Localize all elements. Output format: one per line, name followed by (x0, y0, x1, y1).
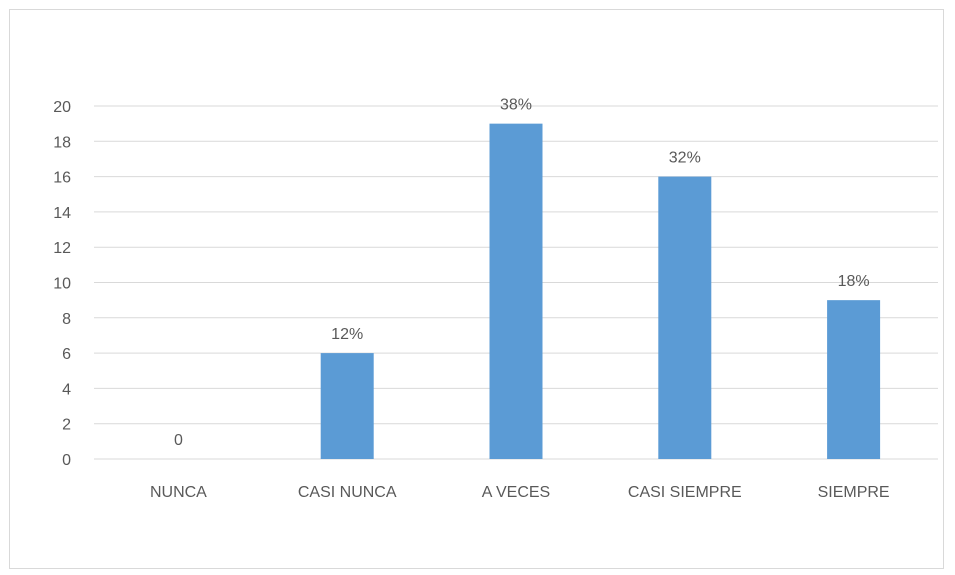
bar-casi-nunca (320, 353, 374, 459)
data-label: 0 (174, 432, 183, 449)
bars (320, 123, 881, 460)
bar-a-veces (489, 123, 543, 460)
x-tick-label: SIEMPRE (818, 484, 890, 501)
x-tick-label: NUNCA (150, 484, 207, 501)
y-tick-label: 18 (53, 134, 71, 151)
y-tick-label: 14 (53, 205, 71, 222)
y-tick-label: 8 (62, 311, 71, 328)
y-tick-label: 6 (62, 346, 71, 363)
y-tick-label: 2 (62, 417, 71, 434)
y-tick-label: 0 (62, 452, 71, 469)
x-tick-label: CASI NUNCA (298, 484, 397, 501)
chart-frame (9, 9, 944, 569)
bar-casi-siempre (658, 176, 712, 459)
y-tick-label: 20 (53, 99, 71, 116)
x-axis-ticks: NUNCA CASI NUNCA A VECES CASI SIEMPRE SIEMPR… (150, 484, 890, 501)
data-labels: 0 12% 38% 32% 18% (174, 97, 870, 449)
y-tick-label: 16 (53, 170, 71, 187)
x-tick-label: A VECES (482, 484, 550, 501)
y-axis-ticks: 0 2 4 6 8 10 12 14 16 18 20 (53, 99, 71, 469)
x-tick-label: CASI SIEMPRE (628, 484, 742, 501)
data-label: 32% (669, 150, 701, 167)
y-tick-label: 10 (53, 276, 71, 293)
y-tick-label: 12 (53, 240, 71, 257)
data-label: 38% (500, 97, 532, 114)
y-tick-label: 4 (62, 381, 71, 398)
data-label: 18% (838, 273, 870, 290)
bar-siempre (827, 300, 881, 459)
data-label: 12% (331, 326, 363, 343)
